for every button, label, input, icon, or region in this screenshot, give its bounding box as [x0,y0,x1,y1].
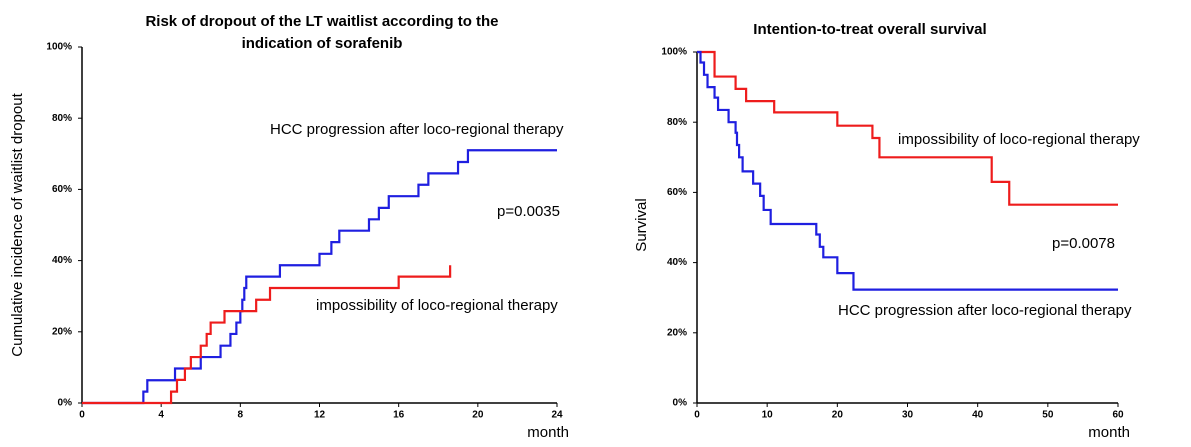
series-label: impossibility of loco-regional therapy [316,297,558,314]
chart-title: indication of sorafenib [242,35,403,52]
y-tick-label: 20% [667,327,687,338]
x-tick-label: 4 [158,410,164,421]
series-label: HCC progression after loco-regional ther… [838,302,1132,319]
x-tick-label: 60 [1112,410,1124,421]
x-tick-label: 12 [314,410,326,421]
x-tick-label: 40 [972,410,984,421]
chart-title: Intention-to-treat overall survival [753,21,986,38]
x-tick-label: 24 [551,410,563,421]
x-tick-label: 50 [1042,410,1054,421]
step-line [697,50,1118,291]
y-tick-label: 0% [673,398,688,409]
x-tick-label: 0 [694,410,700,421]
y-tick-label: 80% [667,117,687,128]
y-tick-label: 20% [52,326,72,337]
series-label: HCC progression after loco-regional ther… [270,121,564,138]
y-axis-label: Survival [633,198,650,251]
series-label: impossibility of loco-regional therapy [898,131,1140,148]
y-tick-label: 60% [52,184,72,195]
y-axis-label: Cumulative incidence of waitlist dropout [9,92,26,356]
y-tick-label: 0% [58,398,73,409]
annotation: p=0.0078 [1052,235,1115,252]
y-tick-label: 100% [661,47,687,58]
step-line [82,149,557,405]
x-tick-label: 8 [238,410,244,421]
step-line [697,50,1118,206]
x-axis-label: month [1088,424,1130,441]
x-tick-label: 0 [79,410,85,421]
x-axis-label: month [527,424,569,441]
x-tick-label: 20 [472,410,484,421]
y-tick-label: 100% [46,42,72,53]
y-tick-label: 40% [667,257,687,268]
x-tick-label: 20 [832,410,844,421]
x-tick-label: 30 [902,410,914,421]
x-tick-label: 16 [393,410,405,421]
y-tick-label: 80% [52,113,72,124]
x-tick-label: 10 [762,410,774,421]
step-line [82,265,452,405]
chart-title: Risk of dropout of the LT waitlist accor… [145,13,498,30]
y-tick-label: 40% [52,255,72,266]
annotation: p=0.0035 [497,203,560,220]
y-tick-label: 60% [667,187,687,198]
